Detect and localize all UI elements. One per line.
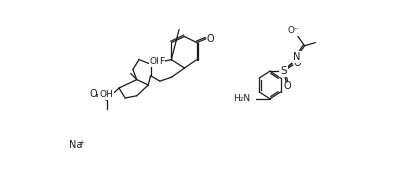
Text: OH: OH bbox=[150, 57, 164, 66]
Text: N: N bbox=[293, 52, 301, 62]
Text: O: O bbox=[293, 58, 301, 68]
Text: O⁻: O⁻ bbox=[288, 26, 299, 35]
Text: +: + bbox=[78, 140, 84, 146]
Text: O: O bbox=[283, 81, 290, 91]
Text: Na: Na bbox=[69, 140, 82, 150]
Text: H₂N: H₂N bbox=[233, 94, 250, 103]
Text: O: O bbox=[206, 34, 214, 44]
Text: O: O bbox=[89, 89, 97, 99]
Text: F: F bbox=[159, 57, 164, 66]
Text: OH: OH bbox=[99, 90, 113, 100]
Text: S: S bbox=[280, 66, 287, 76]
